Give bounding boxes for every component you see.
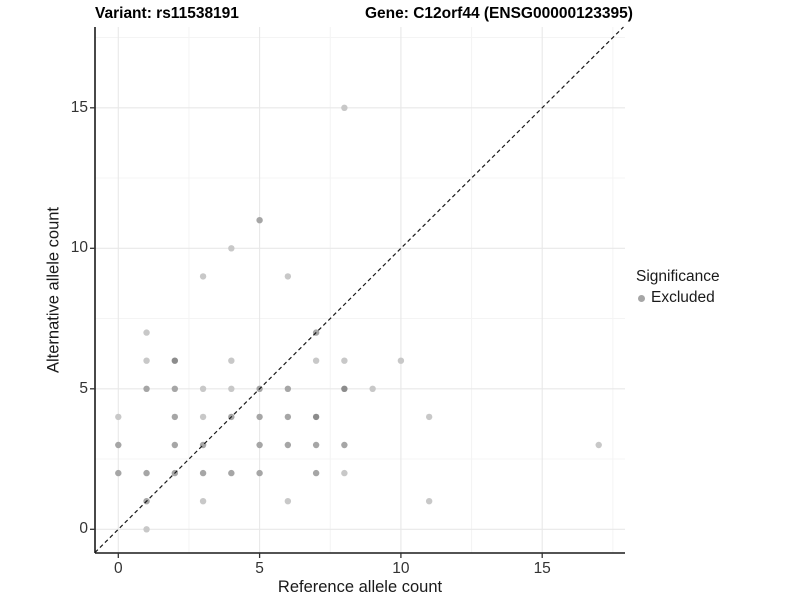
excluded-point-swatch-icon <box>638 294 645 302</box>
data-point <box>199 385 207 392</box>
variant-title: Variant: rs11538191 <box>95 5 239 22</box>
data-point <box>284 441 292 449</box>
legend: Significance Excluded <box>636 268 720 307</box>
data-point <box>256 441 263 449</box>
data-point <box>341 357 348 364</box>
data-point <box>228 469 235 477</box>
y-tick-label: 10 <box>70 239 88 257</box>
data-point <box>284 385 292 392</box>
data-point <box>171 385 179 392</box>
data-point <box>228 245 235 252</box>
x-tick-label: 0 <box>113 560 123 577</box>
data-point <box>199 469 207 477</box>
data-point <box>341 469 348 477</box>
data-point <box>115 413 122 421</box>
data-point <box>397 357 405 364</box>
y-tick-label: 0 <box>79 520 88 538</box>
data-point <box>143 357 150 364</box>
data-point <box>341 104 348 112</box>
data-point <box>199 273 207 280</box>
x-tick-label: 5 <box>255 560 264 577</box>
data-point <box>228 357 235 364</box>
y-axis-title: Alternative allele count <box>44 206 63 374</box>
gene-title: Gene: C12orf44 (ENSG00000123395) <box>365 5 633 22</box>
data-point <box>228 385 235 392</box>
x-axis-title: Reference allele count <box>277 578 443 596</box>
legend-item-label: Excluded <box>651 289 715 306</box>
identity-line <box>94 26 624 553</box>
data-point <box>171 441 179 449</box>
data-point <box>199 498 207 505</box>
data-point <box>143 526 150 533</box>
x-tick-label: 15 <box>533 560 551 577</box>
data-point <box>425 413 433 421</box>
data-point <box>256 469 263 477</box>
legend-item-excluded: Excluded <box>638 289 720 307</box>
data-point <box>284 498 292 505</box>
data-point <box>171 413 179 421</box>
data-point <box>143 329 150 336</box>
data-point <box>199 413 207 421</box>
data-point <box>341 385 348 392</box>
data-point <box>425 498 433 505</box>
data-point <box>115 441 122 449</box>
data-point <box>312 469 320 477</box>
x-tick-label: 10 <box>392 560 410 577</box>
data-point <box>284 273 292 280</box>
data-point <box>284 413 292 421</box>
data-point <box>312 441 320 449</box>
data-point <box>171 357 179 364</box>
data-point <box>256 217 263 224</box>
data-point <box>312 413 320 421</box>
data-point <box>143 469 150 477</box>
legend-title: Significance <box>636 268 720 285</box>
data-point <box>312 357 320 364</box>
data-point <box>256 413 263 421</box>
y-tick-label: 15 <box>70 98 88 116</box>
data-point <box>143 385 150 392</box>
y-tick-label: 5 <box>79 379 88 397</box>
data-point <box>115 469 122 477</box>
data-point <box>341 441 348 449</box>
data-point <box>595 441 602 449</box>
data-point <box>369 385 376 392</box>
